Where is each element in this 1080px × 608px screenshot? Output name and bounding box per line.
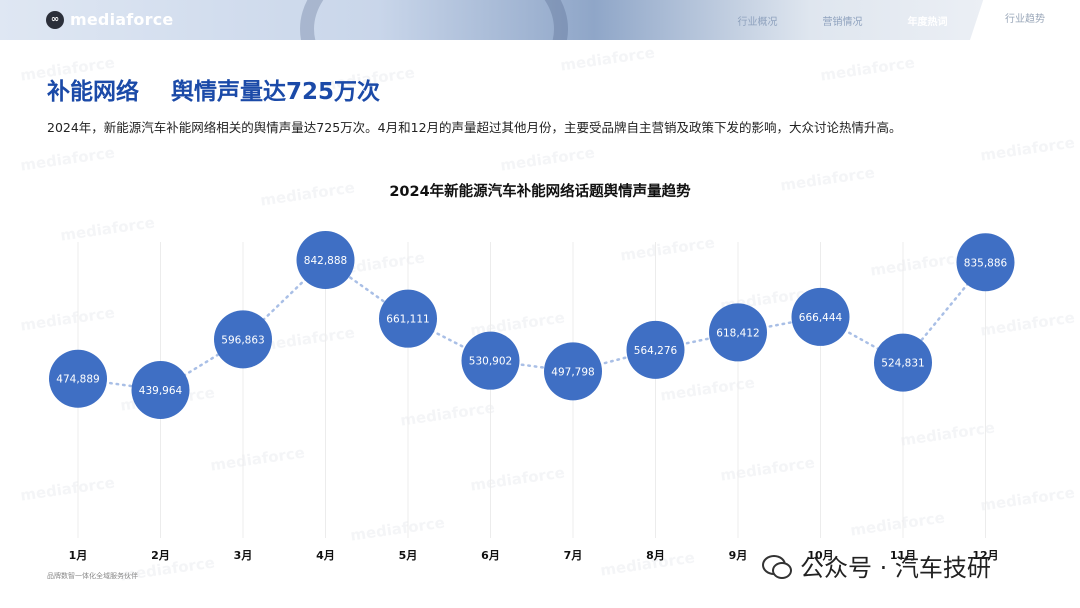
logo-text: mediaforce xyxy=(70,10,174,29)
x-tick-label: 11月 xyxy=(890,549,916,562)
chart-title: 2024年新能源汽车补能网络话题舆情声量趋势 xyxy=(389,184,691,200)
nav-item-industry-trends[interactable]: 行业趋势 xyxy=(970,0,1080,40)
nav-item-marketing[interactable]: 营销情况 xyxy=(822,16,863,28)
data-point-marker xyxy=(626,320,685,379)
data-point-marker xyxy=(956,233,1015,292)
top-banner: ∞ mediaforce 行业概况 营销情况 年度热词 行业趋势 xyxy=(0,0,1080,40)
data-label: 596,863 xyxy=(221,334,264,346)
data-label: 835,886 xyxy=(964,257,1008,269)
logo-mark-icon: ∞ xyxy=(46,10,64,29)
x-tick-label: 7月 xyxy=(564,549,583,562)
footer-note: 品牌数智一体化全域服务伙伴 xyxy=(47,572,138,580)
x-tick-label: 3月 xyxy=(234,549,253,562)
x-tick-label: 1月 xyxy=(69,549,88,562)
data-point-marker xyxy=(791,287,850,346)
wechat-account-label: 公众号 · 汽车技研 xyxy=(800,554,991,582)
wechat-icon xyxy=(762,553,792,579)
x-tick-label: 8月 xyxy=(646,549,665,562)
page-title: 补能网络 舆情声量达725万次 xyxy=(47,79,381,105)
data-point-marker xyxy=(709,303,767,362)
data-point-marker xyxy=(214,310,272,369)
x-tick-label: 9月 xyxy=(729,549,748,562)
x-tick-label: 5月 xyxy=(399,549,418,562)
x-tick-label: 10月 xyxy=(807,549,833,562)
data-point-marker xyxy=(874,333,932,392)
data-label: 439,964 xyxy=(139,385,183,397)
data-point-marker xyxy=(49,349,107,408)
data-point-marker xyxy=(296,231,355,289)
x-tick-label: 6月 xyxy=(481,549,500,562)
data-label: 530,902 xyxy=(469,356,512,368)
nav-item-industry-overview[interactable]: 行业概况 xyxy=(737,16,778,28)
data-label: 842,888 xyxy=(304,255,347,267)
page-subtitle: 2024年，新能源汽车补能网络相关的舆情声量达725万次。4月和12月的声量超过… xyxy=(47,120,902,135)
series-line xyxy=(76,258,987,392)
wechat-account: 公众号 · 汽车技研 xyxy=(762,548,991,583)
x-tick-label: 2月 xyxy=(151,549,170,562)
data-point-marker xyxy=(131,361,190,419)
data-label: 474,889 xyxy=(56,374,99,386)
data-label: 618,412 xyxy=(716,327,759,339)
data-point-marker xyxy=(544,342,602,401)
logo: ∞ mediaforce xyxy=(46,10,173,29)
top-nav: 行业概况 营销情况 年度热词 行业趋势 xyxy=(715,0,1080,40)
data-label: 666,444 xyxy=(799,312,843,324)
data-label: 524,831 xyxy=(881,358,924,370)
nav-item-annual-hot-words[interactable]: 年度热词 xyxy=(907,16,948,28)
data-label: 497,798 xyxy=(551,366,594,378)
banner-car-wheel-image xyxy=(300,0,568,40)
data-label: 661,111 xyxy=(386,314,429,326)
data-label: 564,276 xyxy=(634,345,678,357)
data-point-marker xyxy=(379,289,437,348)
data-point-marker xyxy=(461,331,520,390)
x-tick-label: 12月 xyxy=(972,549,998,562)
x-tick-label: 4月 xyxy=(316,549,335,562)
